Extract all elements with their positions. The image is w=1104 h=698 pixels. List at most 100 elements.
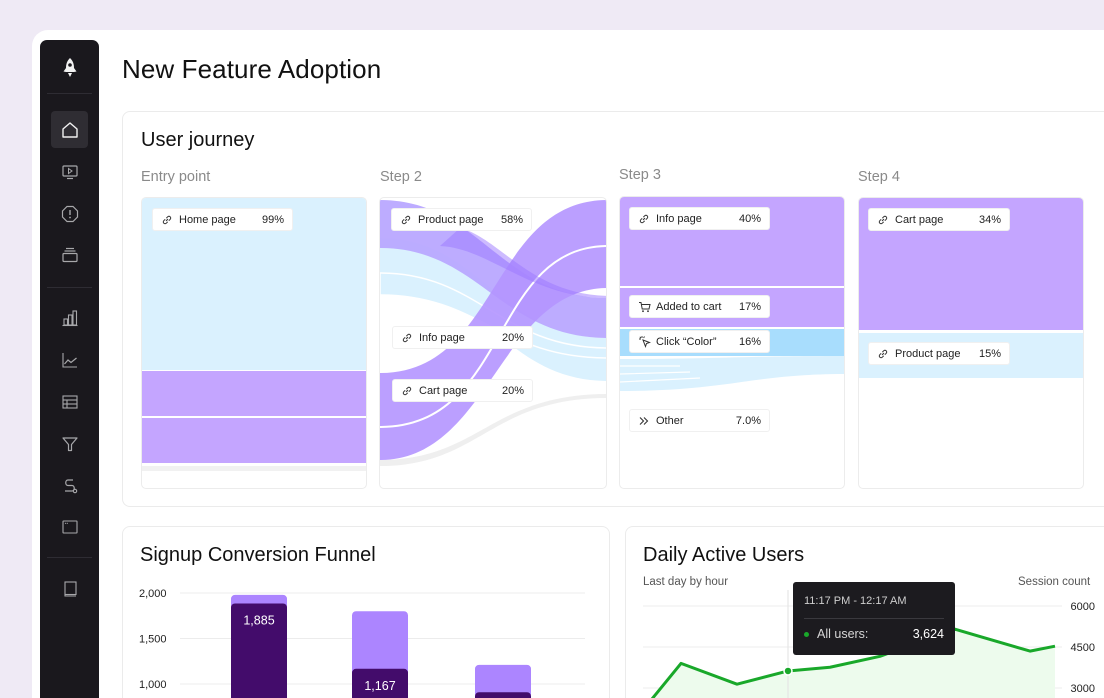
node-label: Info page [656, 212, 702, 225]
chart-tooltip: 11:17 PM - 12:17 AM All users: 3,624 [793, 582, 955, 655]
cart-icon [637, 300, 651, 314]
node-percent: 20% [501, 331, 524, 344]
journey-node-chip[interactable]: Home page 99% [152, 208, 293, 231]
flow-divider [620, 365, 701, 383]
funnel-data-label: 1,167 [364, 679, 395, 693]
sidebar-item-docs[interactable] [51, 570, 88, 607]
node-label: Added to cart [656, 300, 722, 313]
journey-node-chip[interactable]: Product page 58% [391, 208, 532, 231]
flow-other [620, 356, 844, 391]
journey-node-chip[interactable]: Cart page 20% [392, 379, 533, 402]
tooltip-series-label: All users: [817, 627, 869, 641]
journey-segment-flow[interactable] [142, 371, 366, 416]
funnel-bar-converted[interactable] [475, 692, 531, 698]
rocket-logo-icon[interactable] [40, 54, 99, 82]
link-icon [876, 213, 890, 227]
play-screen-icon [61, 164, 78, 179]
journey-segment-dropoff [142, 466, 366, 471]
link-icon [399, 213, 413, 227]
double-chevron-icon [637, 414, 651, 428]
sidebar-divider [47, 557, 92, 558]
flow-dropoff [380, 394, 606, 466]
click-icon [637, 335, 651, 349]
node-label: Product page [418, 213, 484, 226]
sidebar-item-home[interactable] [51, 111, 88, 148]
journey-node-chip[interactable]: Click “Color” 16% [629, 330, 770, 353]
tooltip-divider [804, 618, 944, 619]
link-icon [160, 213, 174, 227]
journey-node-chip[interactable]: Other 7.0% [629, 409, 770, 432]
node-label: Product page [895, 347, 961, 360]
journey-node-chip[interactable]: Info page 20% [392, 326, 533, 349]
dau-subtitle: Last day by hour [643, 576, 729, 588]
page-title: New Feature Adoption [122, 54, 382, 84]
window-icon [61, 519, 78, 534]
node-label: Other [656, 414, 684, 427]
sidebar-divider [47, 287, 92, 288]
bar-chart-icon [62, 309, 77, 326]
node-percent: 99% [261, 213, 284, 226]
journey-column-entry [141, 197, 367, 489]
node-percent: 16% [738, 335, 761, 348]
sidebar [40, 40, 99, 698]
sidebar-item-trends[interactable] [51, 341, 88, 378]
step-label-entry: Entry point [141, 169, 211, 185]
dau-ytick-label: 3000 [1071, 683, 1095, 695]
user-journey-title: User journey [141, 129, 255, 151]
journey-segment-flow[interactable] [142, 418, 366, 463]
journey-node-chip[interactable]: Added to cart 17% [629, 295, 770, 318]
funnel-bar-converted[interactable] [352, 668, 408, 698]
link-icon [876, 347, 890, 361]
flow-overlap [440, 228, 606, 298]
series-dot-icon [804, 632, 809, 637]
funnel-title: Signup Conversion Funnel [140, 544, 376, 566]
node-label: Info page [419, 331, 465, 344]
sidebar-item-inbox[interactable] [51, 236, 88, 273]
line-chart-icon [61, 352, 77, 368]
funnel-chart: 2,000 1,500 1,000 1,885 1,167 [139, 588, 585, 698]
node-percent: 15% [978, 347, 1001, 360]
funnel-icon [61, 436, 78, 451]
journey-node-chip[interactable]: Product page 15% [868, 342, 1010, 365]
journey-node-chip[interactable]: Info page 40% [629, 207, 770, 230]
tooltip-value: 3,624 [912, 627, 944, 641]
funnel-data-label: 1,885 [243, 613, 274, 627]
step-label-3: Step 3 [619, 167, 661, 183]
funnel-bar-total[interactable] [475, 664, 531, 698]
sidebar-item-session-replay[interactable] [51, 153, 88, 190]
sidebar-item-alerts[interactable] [51, 195, 88, 232]
node-percent: 20% [501, 384, 524, 397]
dau-ytick-label: 6000 [1071, 601, 1095, 613]
dau-axis-title: Session count [1018, 576, 1091, 588]
sidebar-item-funnels[interactable] [51, 425, 88, 462]
dau-title: Daily Active Users [643, 544, 805, 566]
sidebar-item-tables[interactable] [51, 383, 88, 420]
node-percent: 34% [978, 213, 1001, 226]
node-percent: 7.0% [735, 414, 761, 427]
step-label-4: Step 4 [858, 169, 900, 185]
link-icon [400, 384, 414, 398]
link-icon [637, 212, 651, 226]
dau-highlight-point[interactable] [783, 666, 793, 676]
funnel-ytick-label: 1,000 [139, 679, 167, 691]
journey-node-chip[interactable]: Cart page 34% [868, 208, 1010, 231]
node-label: Home page [179, 213, 236, 226]
sidebar-divider [47, 93, 92, 94]
funnel-ytick-label: 2,000 [139, 588, 167, 600]
sidebar-item-apps[interactable] [51, 508, 88, 545]
alert-octagon-icon [61, 205, 78, 222]
journey-flows-step3 [620, 356, 844, 391]
node-label: Click “Color” [656, 335, 717, 348]
node-percent: 17% [738, 300, 761, 313]
tooltip-time: 11:17 PM - 12:17 AM [804, 595, 907, 607]
funnel-bar-converted[interactable] [231, 603, 287, 698]
table-icon [61, 394, 78, 409]
link-icon [400, 331, 414, 345]
sidebar-item-bar-charts[interactable] [51, 299, 88, 336]
stack-icon [61, 247, 78, 262]
sidebar-item-journeys[interactable] [51, 467, 88, 504]
node-percent: 40% [738, 212, 761, 225]
node-percent: 58% [500, 213, 523, 226]
dau-ytick-label: 4500 [1071, 642, 1095, 654]
node-label: Cart page [419, 384, 468, 397]
